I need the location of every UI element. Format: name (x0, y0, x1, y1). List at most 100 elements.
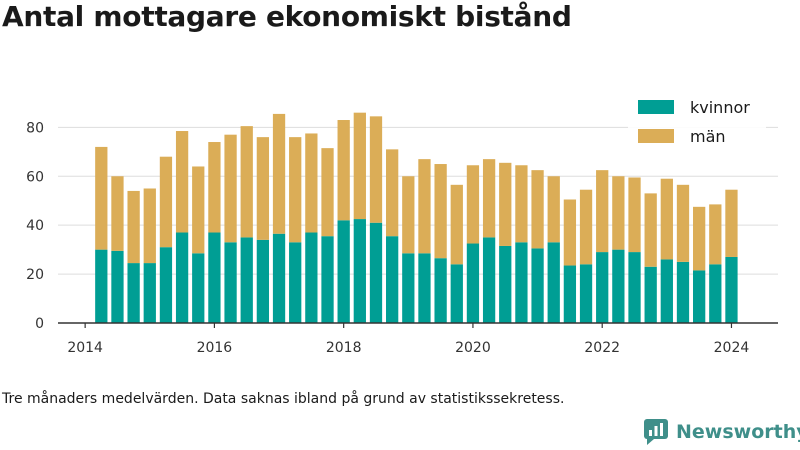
footnote: Tre månaders medelvärden. Data saknas ib… (2, 391, 565, 407)
x-axis: 2014 2016 2018 2020 2022 2024 (58, 322, 778, 356)
bar-man (499, 162, 512, 246)
bar-man (240, 126, 253, 238)
bar-man (256, 137, 270, 240)
bar-kvinnor (159, 247, 173, 323)
bar-kvinnor (676, 261, 690, 323)
bar-kvinnor (596, 252, 609, 323)
bar-kvinnor (499, 245, 512, 323)
bar-man (725, 189, 738, 257)
bar-man (208, 142, 221, 233)
bar-man (353, 112, 366, 220)
legend-label: kvinnor (690, 98, 750, 117)
bar-kvinnor (305, 232, 318, 323)
y-axis-tick-labels: 0 20 40 60 80 (26, 120, 44, 332)
bar-man (305, 133, 318, 233)
bar-man (515, 165, 528, 243)
bar-kvinnor (563, 265, 577, 323)
bar-man (289, 137, 302, 243)
bar-man (644, 193, 657, 267)
legend-swatch (638, 129, 674, 143)
bar-man (95, 146, 108, 250)
bar-kvinnor (175, 232, 189, 323)
bar-kvinnor (192, 253, 205, 323)
y-tick-label: 40 (26, 218, 44, 234)
bar-kvinnor (386, 236, 399, 323)
y-tick-label: 20 (26, 267, 44, 283)
bar-kvinnor (709, 264, 722, 323)
brand-name: Newsworthy (676, 421, 800, 443)
bar-man (402, 176, 415, 254)
bar-man (660, 178, 673, 260)
bar-kvinnor (337, 220, 350, 323)
y-tick-label: 80 (26, 120, 44, 136)
x-tick-label: 2016 (197, 340, 233, 356)
bar-man (418, 159, 431, 254)
bar-kvinnor (547, 242, 560, 323)
bar-man (111, 176, 124, 251)
bar-man (272, 113, 286, 234)
bar-man (596, 170, 609, 253)
bar-kvinnor (321, 236, 334, 323)
bar-man (612, 176, 625, 250)
bar-kvinnor (660, 259, 673, 323)
bar-man (127, 190, 140, 264)
chart-title: Antal mottagare ekonomiskt bistånd (2, 0, 572, 33)
x-tick-label: 2018 (326, 340, 362, 356)
bar-man (676, 184, 690, 262)
bar-kvinnor (515, 242, 528, 323)
bar-kvinnor (450, 264, 463, 323)
bar-man (693, 206, 706, 271)
bar-kvinnor (725, 256, 738, 323)
bar-man (466, 165, 480, 244)
bar-man (482, 159, 496, 238)
bar-kvinnor (289, 242, 302, 323)
x-tick-label: 2020 (455, 340, 491, 356)
bar-man (224, 134, 237, 243)
bar-man (547, 176, 560, 243)
bar-man (434, 164, 447, 259)
bar-man (143, 188, 156, 264)
bar-man (628, 177, 641, 253)
bar-man (369, 116, 383, 223)
bar-kvinnor (418, 253, 431, 323)
bar-kvinnor (240, 237, 253, 323)
bar-man (709, 204, 722, 265)
bar-kvinnor (95, 249, 108, 323)
bars (95, 112, 738, 323)
newsworthy-logo: Newsworthy (644, 419, 800, 445)
y-tick-label: 0 (35, 316, 44, 332)
bar-kvinnor (256, 239, 270, 323)
bar-man (159, 156, 173, 248)
bar-man (321, 148, 334, 237)
bar-kvinnor (531, 248, 544, 323)
bar-kvinnor (434, 258, 447, 323)
bar-kvinnor (612, 249, 625, 323)
legend: kvinnor män (628, 95, 766, 153)
bar-kvinnor (402, 253, 415, 323)
bar-kvinnor (353, 219, 366, 323)
bar-kvinnor (644, 266, 657, 323)
bar-man (192, 166, 205, 254)
legend-swatch (638, 100, 674, 114)
x-tick-label: 2022 (584, 340, 620, 356)
bar-man (531, 170, 544, 249)
bar-man (175, 131, 189, 233)
bar-kvinnor (482, 237, 496, 323)
bar-kvinnor (224, 242, 237, 323)
bar-kvinnor (579, 264, 593, 323)
newsworthy-logo-icon (644, 419, 668, 445)
bar-kvinnor (111, 250, 124, 323)
bar-kvinnor (693, 270, 706, 323)
bar-man (450, 184, 463, 265)
bar-kvinnor (272, 233, 286, 323)
bar-kvinnor (127, 263, 140, 323)
bar-kvinnor (143, 263, 156, 323)
bar-kvinnor (369, 222, 383, 323)
bar-man (563, 199, 577, 266)
x-tick-label: 2024 (714, 340, 750, 356)
bar-kvinnor (466, 243, 480, 323)
bar-kvinnor (628, 252, 641, 323)
bar-man (386, 149, 399, 237)
y-tick-label: 60 (26, 169, 44, 185)
stacked-bar-chart: 0 20 40 60 80 2014 2016 2018 2020 2022 2024 kvinn… (26, 95, 778, 356)
